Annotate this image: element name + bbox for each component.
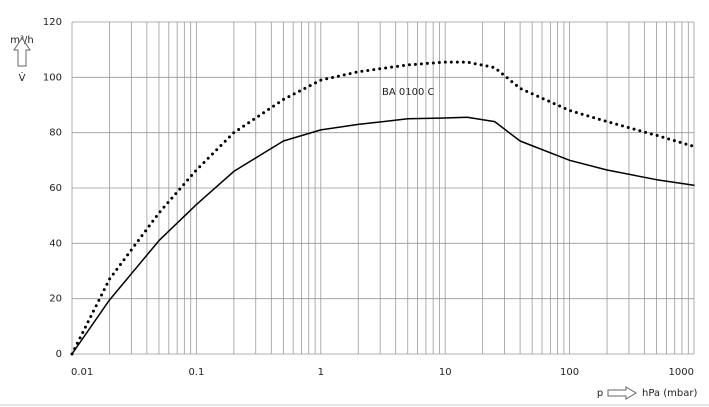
series-line [71, 116, 695, 355]
y-tick-label: 120 [43, 17, 62, 28]
x-axis-label: p [597, 388, 603, 399]
y-tick-label: 80 [49, 128, 62, 139]
x-arrow [607, 386, 637, 400]
x-tick-label: 1000 [669, 367, 694, 378]
x-tick-label: 10 [439, 367, 452, 378]
x-tick-label: 100 [560, 367, 579, 378]
y-arrow [13, 37, 31, 67]
y-tick-label: 20 [49, 294, 62, 305]
y-tick-label: 60 [49, 183, 62, 194]
y-axis-label: m³/h [10, 35, 33, 46]
y-tick-label: 0 [56, 349, 62, 360]
y-tick-label: 100 [43, 72, 62, 83]
annotation: BA 0100 C [382, 87, 435, 98]
y-tick-label: 40 [49, 238, 62, 249]
series-line [70, 60, 696, 356]
y-axis-symbol: V̇ [19, 71, 26, 84]
x-tick-label: 0.1 [188, 367, 204, 378]
x-tick-label: 0.01 [71, 367, 93, 378]
x-tick-label: 1 [318, 367, 324, 378]
x-axis-unit: hPa (mbar) [642, 388, 697, 399]
